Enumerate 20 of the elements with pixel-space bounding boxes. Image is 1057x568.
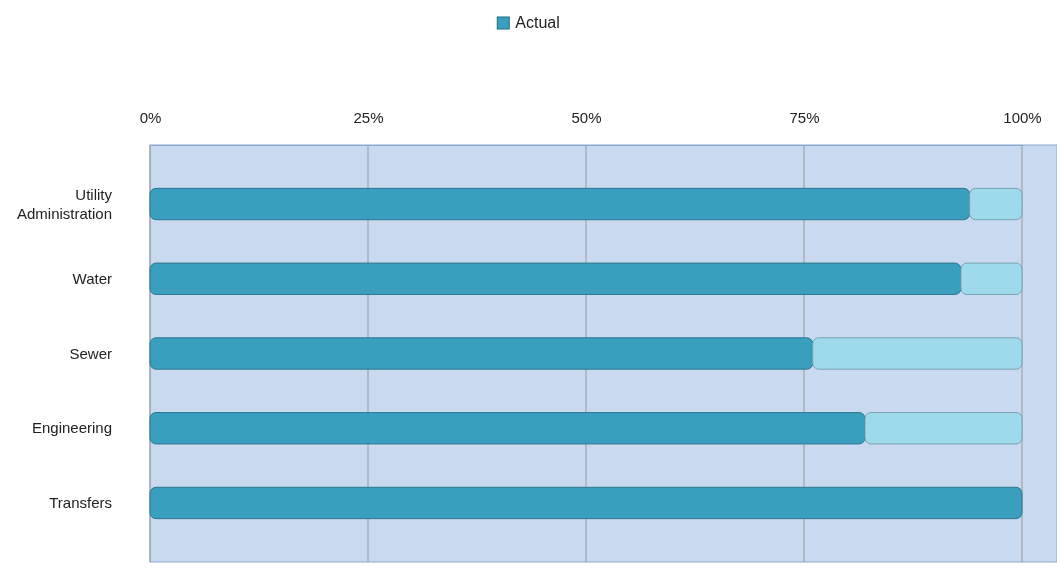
x-tick-label: 75%	[789, 109, 820, 126]
bar	[960, 262, 1023, 295]
x-tick-label: 0%	[139, 109, 162, 126]
x-tick-label: 100%	[1003, 109, 1042, 126]
y-tick-label: Engineering	[31, 419, 112, 437]
bar	[864, 412, 1023, 445]
y-tick-label: Utility Administration	[16, 185, 113, 222]
bar	[149, 486, 1023, 520]
x-tick-label: 50%	[571, 109, 602, 126]
bar	[149, 337, 814, 370]
y-tick-label: Transfers	[49, 493, 112, 511]
bar	[812, 337, 1023, 370]
y-tick-label: Water	[72, 269, 112, 287]
bar	[149, 262, 962, 295]
bar	[149, 187, 971, 221]
bar	[969, 187, 1023, 221]
legend-label: Actual	[515, 14, 560, 31]
x-tick-label: 25%	[353, 109, 384, 126]
bar	[149, 412, 866, 445]
y-tick-label: Sewer	[69, 344, 112, 362]
